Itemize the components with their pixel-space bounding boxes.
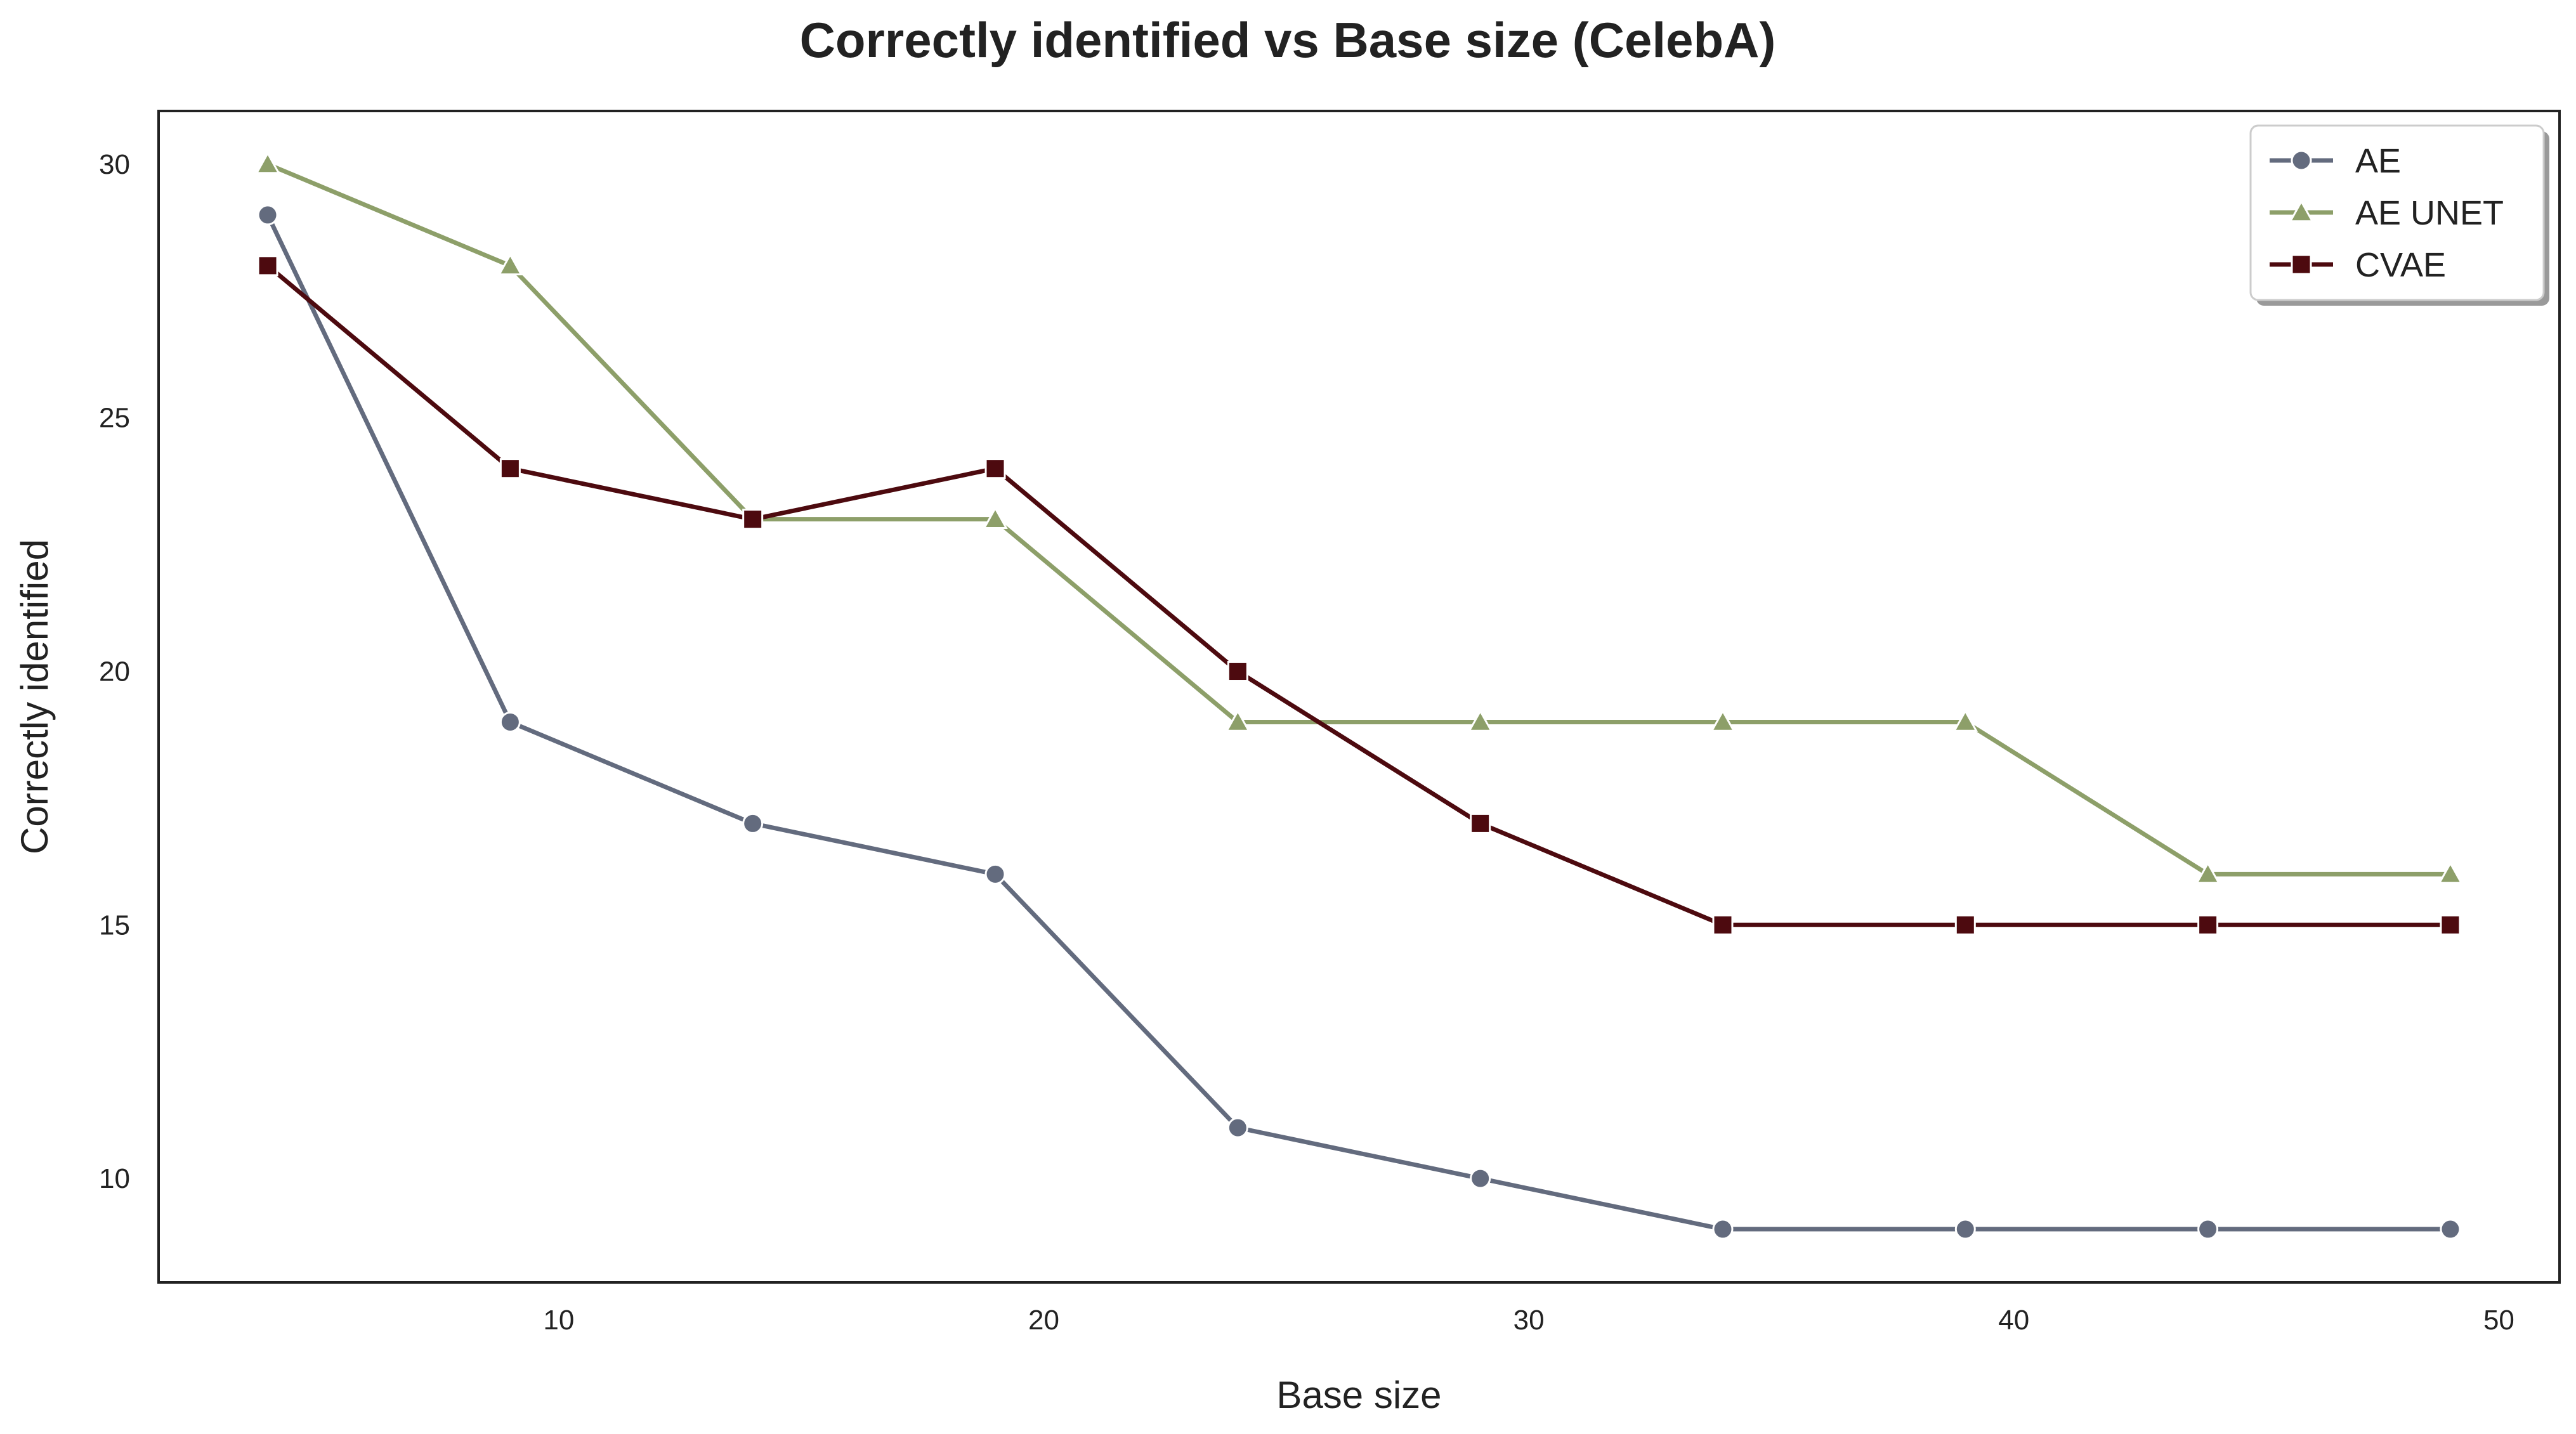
data-point-ae-unet <box>1952 709 1978 732</box>
data-point-ae <box>1470 1168 1491 1189</box>
data-point-cvae <box>499 458 521 479</box>
legend-box <box>2249 124 2545 301</box>
data-point-cvae <box>1954 914 1976 935</box>
data-point-cvae <box>2440 914 2461 935</box>
legend-marker <box>2289 199 2314 223</box>
y-axis-ticks: 10 15 20 25 30 <box>99 149 130 1194</box>
legend: AE AE UNET CVAE <box>2249 124 2549 306</box>
data-point-cvae <box>1712 914 1734 935</box>
legend-label: CVAE <box>2355 246 2446 284</box>
x-axis-label: Base size <box>1276 1374 1441 1416</box>
data-point-ae <box>499 711 521 733</box>
y-axis-label: Correctly identified <box>13 539 56 854</box>
legend-item: AE UNET <box>2270 194 2504 232</box>
y-tick-label: 20 <box>99 656 130 688</box>
data-point-ae <box>2197 1218 2219 1240</box>
x-tick-label: 40 <box>1998 1305 2029 1336</box>
x-tick-label: 20 <box>1028 1305 1059 1336</box>
chart-title: Correctly identified vs Base size (Celeb… <box>800 12 1776 68</box>
series-ae <box>257 204 2461 1240</box>
data-point-ae-unet <box>497 252 523 276</box>
data-point-cvae <box>742 509 764 530</box>
series-cvae <box>257 255 2461 935</box>
plot-area <box>255 151 2463 1240</box>
data-point-ae-unet <box>983 506 1008 529</box>
data-point-ae <box>1954 1218 1976 1240</box>
data-point-ae <box>1227 1117 1248 1138</box>
data-point-ae-unet <box>2438 861 2463 884</box>
x-tick-label: 50 <box>2483 1305 2514 1336</box>
data-point-cvae <box>1470 812 1491 834</box>
x-axis-ticks: 10 20 30 40 50 <box>543 1305 2514 1336</box>
data-point-ae-unet <box>1467 709 1493 732</box>
data-point-ae-unet <box>2195 861 2221 884</box>
data-point-cvae <box>2197 914 2219 935</box>
x-tick-label: 10 <box>543 1305 574 1336</box>
data-point-ae-unet <box>1225 709 1251 732</box>
y-tick-label: 15 <box>99 909 130 941</box>
data-point-cvae <box>984 458 1006 479</box>
x-tick-label: 30 <box>1514 1305 1545 1336</box>
data-point-ae <box>2440 1218 2461 1240</box>
data-point-ae <box>257 204 278 226</box>
y-tick-label: 25 <box>99 403 130 434</box>
series-ae-unet <box>255 151 2463 884</box>
legend-marker <box>2291 254 2312 275</box>
data-point-ae <box>742 812 764 834</box>
data-point-ae <box>984 863 1006 885</box>
legend-marker <box>2291 150 2312 171</box>
legend-item: AE <box>2270 142 2401 180</box>
legend-label: AE <box>2355 142 2401 180</box>
y-tick-label: 10 <box>99 1163 130 1194</box>
legend-item: CVAE <box>2270 246 2446 284</box>
legend-label: AE UNET <box>2355 194 2504 232</box>
data-point-ae-unet <box>255 151 280 174</box>
plot-frame <box>157 110 2561 1284</box>
data-point-ae-unet <box>1710 709 1736 732</box>
series-line-ae-unet <box>265 162 2453 877</box>
data-point-cvae <box>257 255 278 277</box>
series-line-cvae <box>265 263 2453 927</box>
y-tick-label: 30 <box>99 149 130 180</box>
data-point-cvae <box>1227 661 1248 682</box>
series-line-ae <box>265 212 2453 1232</box>
data-point-ae <box>1712 1218 1734 1240</box>
